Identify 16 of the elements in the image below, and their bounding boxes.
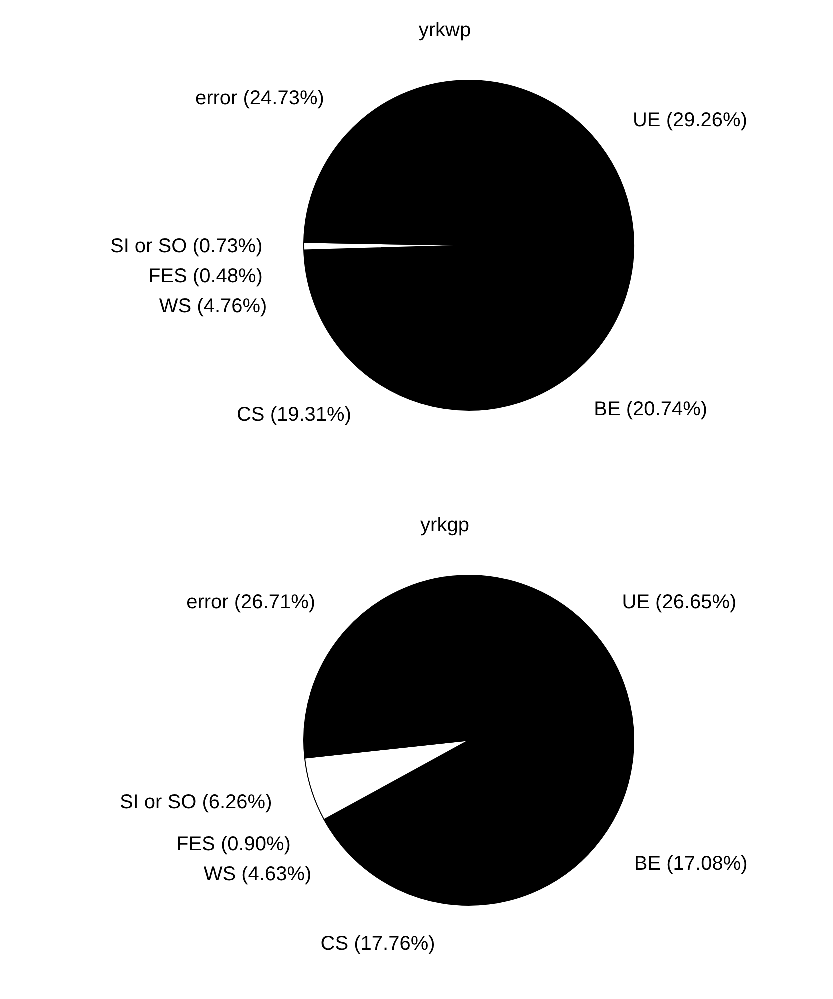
slice-label: error (26.71%) <box>186 592 316 614</box>
slice-label: WS (4.76%) <box>159 296 268 318</box>
slice-label: UE (29.26%) <box>632 109 748 132</box>
slice-label: UE (26.65%) <box>622 591 737 614</box>
chart-title: yrkwp <box>418 20 472 42</box>
slice-label: FES (0.48%) <box>148 266 263 288</box>
slice-label: FES (0.90%) <box>176 834 291 856</box>
slice-label: SI or SO (6.26%) <box>120 791 272 814</box>
slice-label: BE (17.08%) <box>634 852 748 875</box>
slice-label: SI or SO (0.73%) <box>110 236 263 258</box>
slice-label: BE (20.74%) <box>594 398 708 420</box>
chart-title: yrkgp <box>420 514 470 536</box>
slice-label: CS (19.31%) <box>236 404 352 426</box>
slice-label: error (24.73%) <box>195 87 324 110</box>
slice-label: CS (17.76%) <box>320 932 436 955</box>
slice-label: WS (4.63%) <box>204 864 312 886</box>
